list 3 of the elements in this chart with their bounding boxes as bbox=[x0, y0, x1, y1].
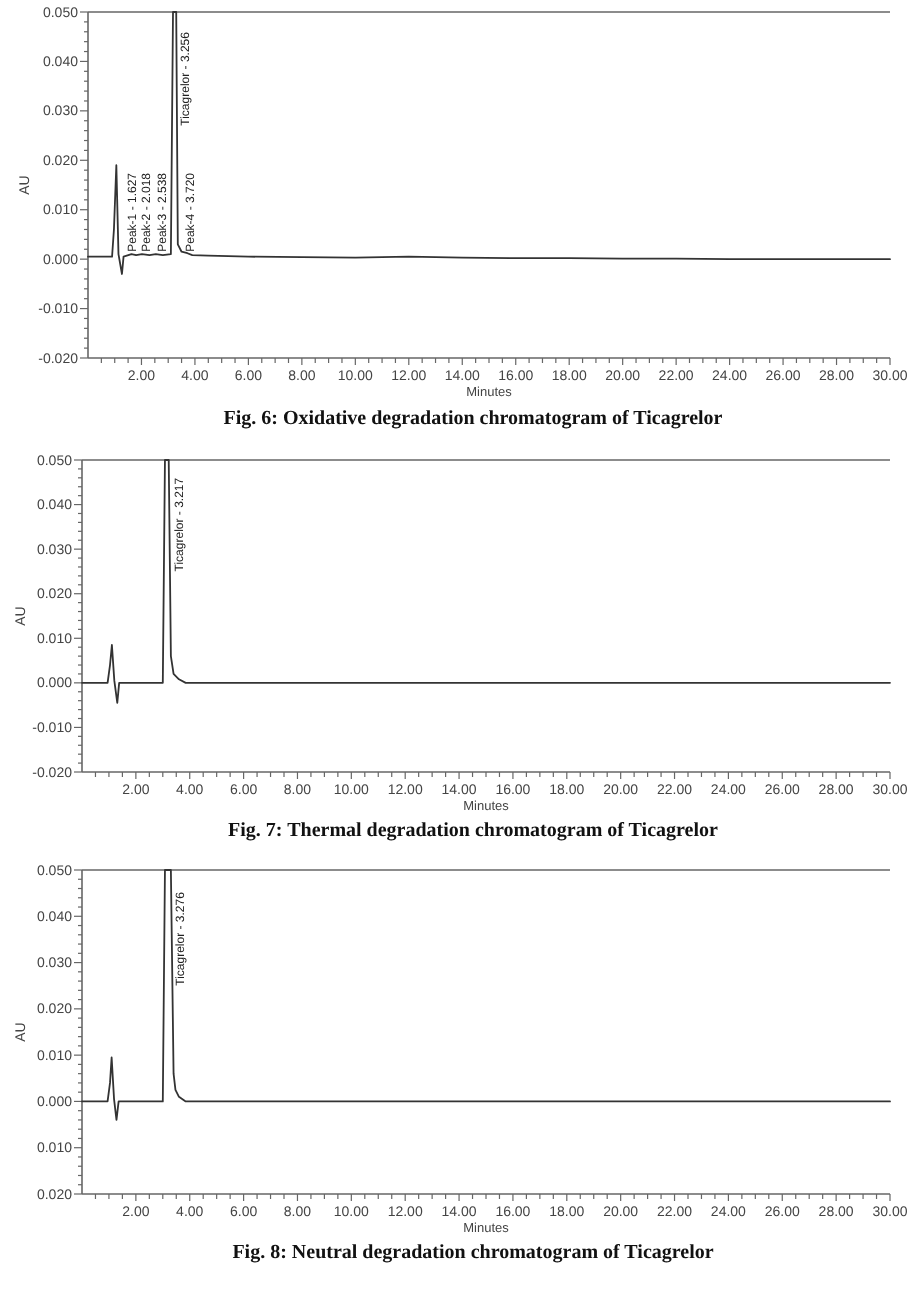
text: Fig. 6: Oxidative degradation chromatogram of Ticagrelor bbox=[223, 408, 724, 430]
text: Fig. 8: Neutral degradation chromatogram of Ticagrelor bbox=[232, 1242, 715, 1264]
text: Fig. 7: Thermal degradation chromatogram of Ticagrelor bbox=[228, 820, 719, 842]
